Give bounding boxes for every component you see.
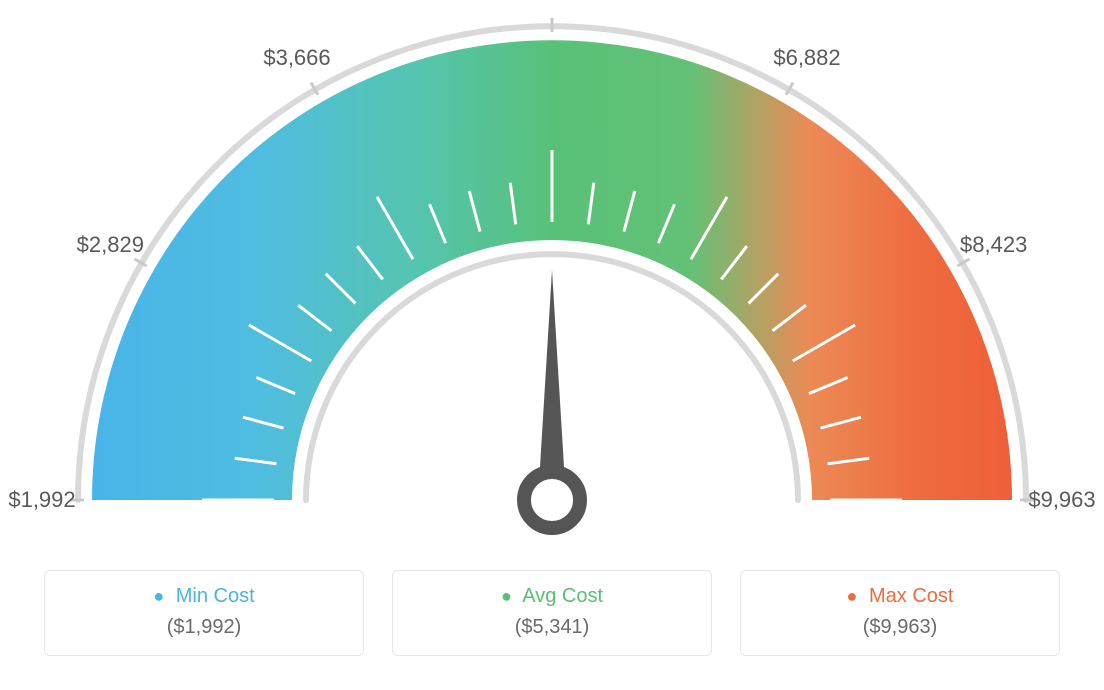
legend-card-avg: ● Avg Cost ($5,341) [392, 570, 712, 656]
gauge-tick-label: $1,992 [8, 487, 75, 513]
gauge-tick-label: $9,963 [1028, 487, 1095, 513]
gauge-tick-label: $5,341 [518, 0, 585, 3]
dot-icon: ● [153, 586, 164, 606]
gauge-chart: $1,992 $2,829 $3,666 $5,341 $6,882 $8,423 $9,9… [0, 0, 1104, 560]
legend-title-label: Avg Cost [522, 585, 603, 607]
gauge-tick-label: $3,666 [263, 45, 330, 71]
legend-value-min: ($1,992) [45, 616, 363, 639]
dot-icon: ● [847, 586, 858, 606]
legend-title-min: ● Min Cost [45, 585, 363, 608]
legend-card-max: ● Max Cost ($9,963) [740, 570, 1060, 656]
legend-value-max: ($9,963) [741, 616, 1059, 639]
legend-row: ● Min Cost ($1,992) ● Avg Cost ($5,341) … [0, 560, 1104, 656]
legend-title-avg: ● Avg Cost [393, 585, 711, 608]
gauge-svg [0, 0, 1104, 560]
gauge-tick-label: $8,423 [960, 232, 1027, 258]
legend-value-avg: ($5,341) [393, 616, 711, 639]
legend-title-max: ● Max Cost [741, 585, 1059, 608]
dot-icon: ● [501, 586, 512, 606]
gauge-tick-label: $2,829 [77, 232, 144, 258]
legend-card-min: ● Min Cost ($1,992) [44, 570, 364, 656]
legend-title-label: Min Cost [176, 585, 255, 607]
gauge-tick-label: $6,882 [773, 45, 840, 71]
legend-title-label: Max Cost [869, 585, 953, 607]
